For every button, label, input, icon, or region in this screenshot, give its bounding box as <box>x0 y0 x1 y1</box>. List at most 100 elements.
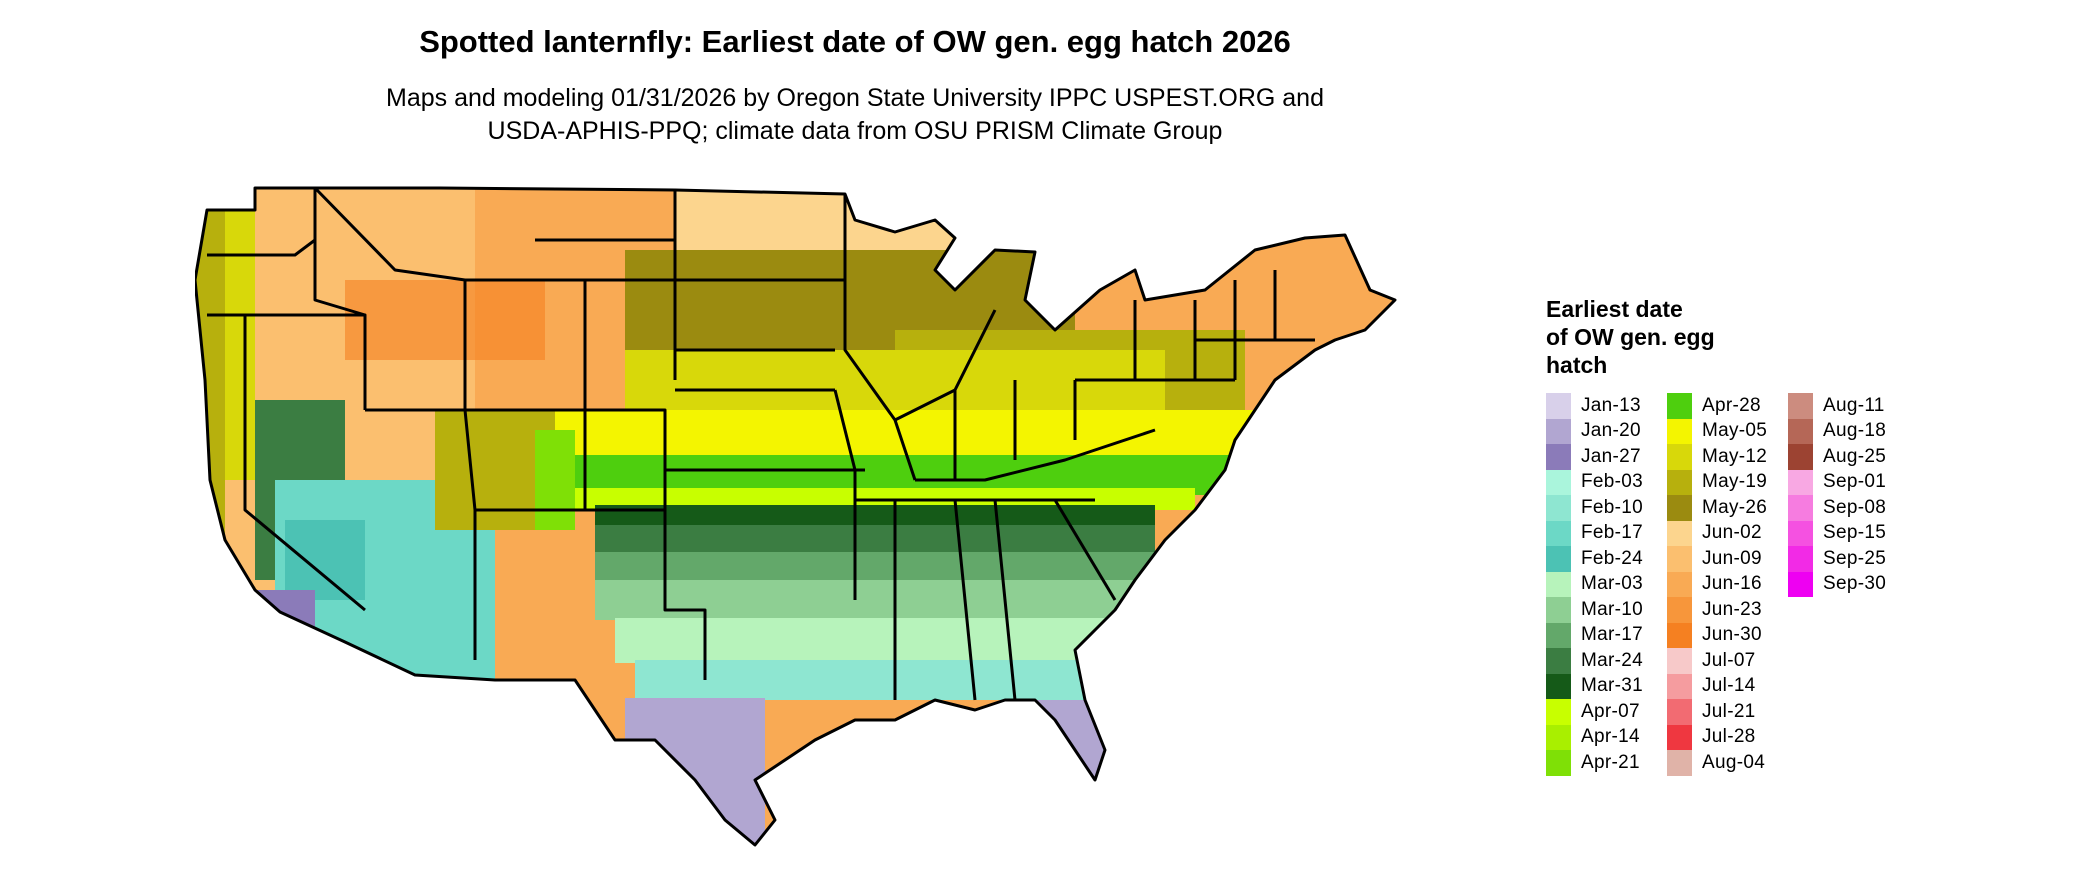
legend-swatch <box>1546 418 1571 444</box>
legend-swatch <box>1667 469 1692 495</box>
legend-item: Jun-16 <box>1667 571 1774 597</box>
hatch-date-zones <box>195 188 1395 845</box>
legend-item: Aug-25 <box>1788 444 1895 470</box>
legend-label: Apr-07 <box>1581 700 1640 722</box>
legend-item: Apr-14 <box>1546 724 1653 750</box>
legend-swatch <box>1546 571 1571 597</box>
legend-item: May-05 <box>1667 418 1774 444</box>
legend-item: Jul-07 <box>1667 648 1774 674</box>
legend-label: Sep-30 <box>1823 573 1887 595</box>
legend-item: Jul-21 <box>1667 699 1774 725</box>
legend-swatch <box>1788 418 1813 444</box>
legend-title-line: Earliest date <box>1546 296 1683 322</box>
legend-column: Apr-28 May-05 May-12 May-19 May-26 Jun-02 Jun-… <box>1667 393 1774 776</box>
legend-item: May-12 <box>1667 444 1774 470</box>
legend-label: Jul-07 <box>1702 649 1756 671</box>
legend-label: Jun-30 <box>1702 624 1762 646</box>
legend-label: Aug-04 <box>1702 751 1766 773</box>
legend-item: Jul-28 <box>1667 724 1774 750</box>
subtitle-line-2: USDA-APHIS-PPQ; climate data from OSU PR… <box>487 117 1223 145</box>
legend-swatch <box>1667 418 1692 444</box>
legend: Earliest date of OW gen. egg hatch Jan-1… <box>1546 295 1909 776</box>
legend-item: Jun-23 <box>1667 597 1774 623</box>
legend-swatch <box>1788 546 1813 572</box>
legend-swatch <box>1788 520 1813 546</box>
legend-swatch <box>1546 699 1571 725</box>
legend-item: May-26 <box>1667 495 1774 521</box>
legend-label: Mar-24 <box>1581 649 1643 671</box>
legend-item: Apr-21 <box>1546 750 1653 776</box>
legend-item: Sep-01 <box>1788 469 1895 495</box>
legend-label: Sep-01 <box>1823 471 1887 493</box>
legend-item: Apr-07 <box>1546 699 1653 725</box>
legend-item: Sep-08 <box>1788 495 1895 521</box>
legend-swatch <box>1788 469 1813 495</box>
legend-item: Jan-27 <box>1546 444 1653 470</box>
legend-label: Mar-31 <box>1581 675 1643 697</box>
legend-label: Jun-09 <box>1702 547 1762 569</box>
legend-label: Feb-10 <box>1581 496 1644 518</box>
legend-label: Mar-10 <box>1581 598 1643 620</box>
legend-item: Feb-03 <box>1546 469 1653 495</box>
legend-swatch <box>1546 724 1571 750</box>
legend-swatch <box>1667 699 1692 725</box>
legend-swatch <box>1667 546 1692 572</box>
legend-swatch <box>1667 750 1692 776</box>
legend-label: Jun-02 <box>1702 522 1762 544</box>
legend-swatch <box>1546 597 1571 623</box>
legend-label: Feb-17 <box>1581 522 1644 544</box>
legend-item: Jan-20 <box>1546 418 1653 444</box>
legend-item: Sep-15 <box>1788 520 1895 546</box>
legend-swatch <box>1546 393 1571 419</box>
legend-label: Sep-25 <box>1823 547 1887 569</box>
legend-swatch <box>1667 622 1692 648</box>
legend-swatch <box>1546 444 1571 470</box>
legend-label: Jul-14 <box>1702 675 1756 697</box>
legend-label: Jan-13 <box>1581 394 1641 416</box>
legend-item: Aug-18 <box>1788 418 1895 444</box>
legend-swatch <box>1667 571 1692 597</box>
legend-swatch <box>1667 495 1692 521</box>
map-title: Spotted lanternfly: Earliest date of OW … <box>419 24 1291 59</box>
legend-swatch <box>1667 597 1692 623</box>
legend-item: Jun-02 <box>1667 520 1774 546</box>
legend-item: Jun-09 <box>1667 546 1774 572</box>
legend-label: May-26 <box>1702 496 1768 518</box>
legend-swatch <box>1546 469 1571 495</box>
legend-label: Feb-03 <box>1581 471 1644 493</box>
legend-title-line: of OW gen. egg <box>1546 324 1715 350</box>
legend-label: May-19 <box>1702 471 1768 493</box>
legend-swatch <box>1788 571 1813 597</box>
legend-item: Mar-03 <box>1546 571 1653 597</box>
legend-item: Mar-24 <box>1546 648 1653 674</box>
legend-columns: Jan-13 Jan-20 Jan-27 Feb-03 Feb-10 Feb-17 Feb-… <box>1546 393 1909 776</box>
legend-swatch <box>1667 724 1692 750</box>
legend-swatch <box>1788 495 1813 521</box>
legend-swatch <box>1546 546 1571 572</box>
legend-item: Apr-28 <box>1667 393 1774 419</box>
legend-item: Feb-17 <box>1546 520 1653 546</box>
legend-label: Jun-23 <box>1702 598 1762 620</box>
legend-title: Earliest date of OW gen. egg hatch <box>1546 295 1909 379</box>
legend-swatch <box>1546 648 1571 674</box>
legend-item: Jun-30 <box>1667 622 1774 648</box>
map-subtitle: Maps and modeling 01/31/2026 by Oregon S… <box>0 82 1710 148</box>
us-hatch-date-map <box>195 180 1535 890</box>
legend-label: Aug-18 <box>1823 420 1887 442</box>
legend-swatch <box>1546 495 1571 521</box>
legend-swatch <box>1546 750 1571 776</box>
legend-label: Mar-03 <box>1581 573 1643 595</box>
legend-item: Sep-25 <box>1788 546 1895 572</box>
legend-label: Apr-21 <box>1581 751 1640 773</box>
legend-item: Feb-10 <box>1546 495 1653 521</box>
legend-label: Sep-08 <box>1823 496 1887 518</box>
legend-item: Feb-24 <box>1546 546 1653 572</box>
legend-swatch <box>1546 622 1571 648</box>
legend-item: Sep-30 <box>1788 571 1895 597</box>
legend-swatch <box>1788 393 1813 419</box>
legend-label: May-12 <box>1702 445 1768 467</box>
legend-label: Apr-28 <box>1702 394 1761 416</box>
legend-label: May-05 <box>1702 420 1768 442</box>
legend-label: Aug-11 <box>1823 394 1885 416</box>
legend-swatch <box>1667 520 1692 546</box>
